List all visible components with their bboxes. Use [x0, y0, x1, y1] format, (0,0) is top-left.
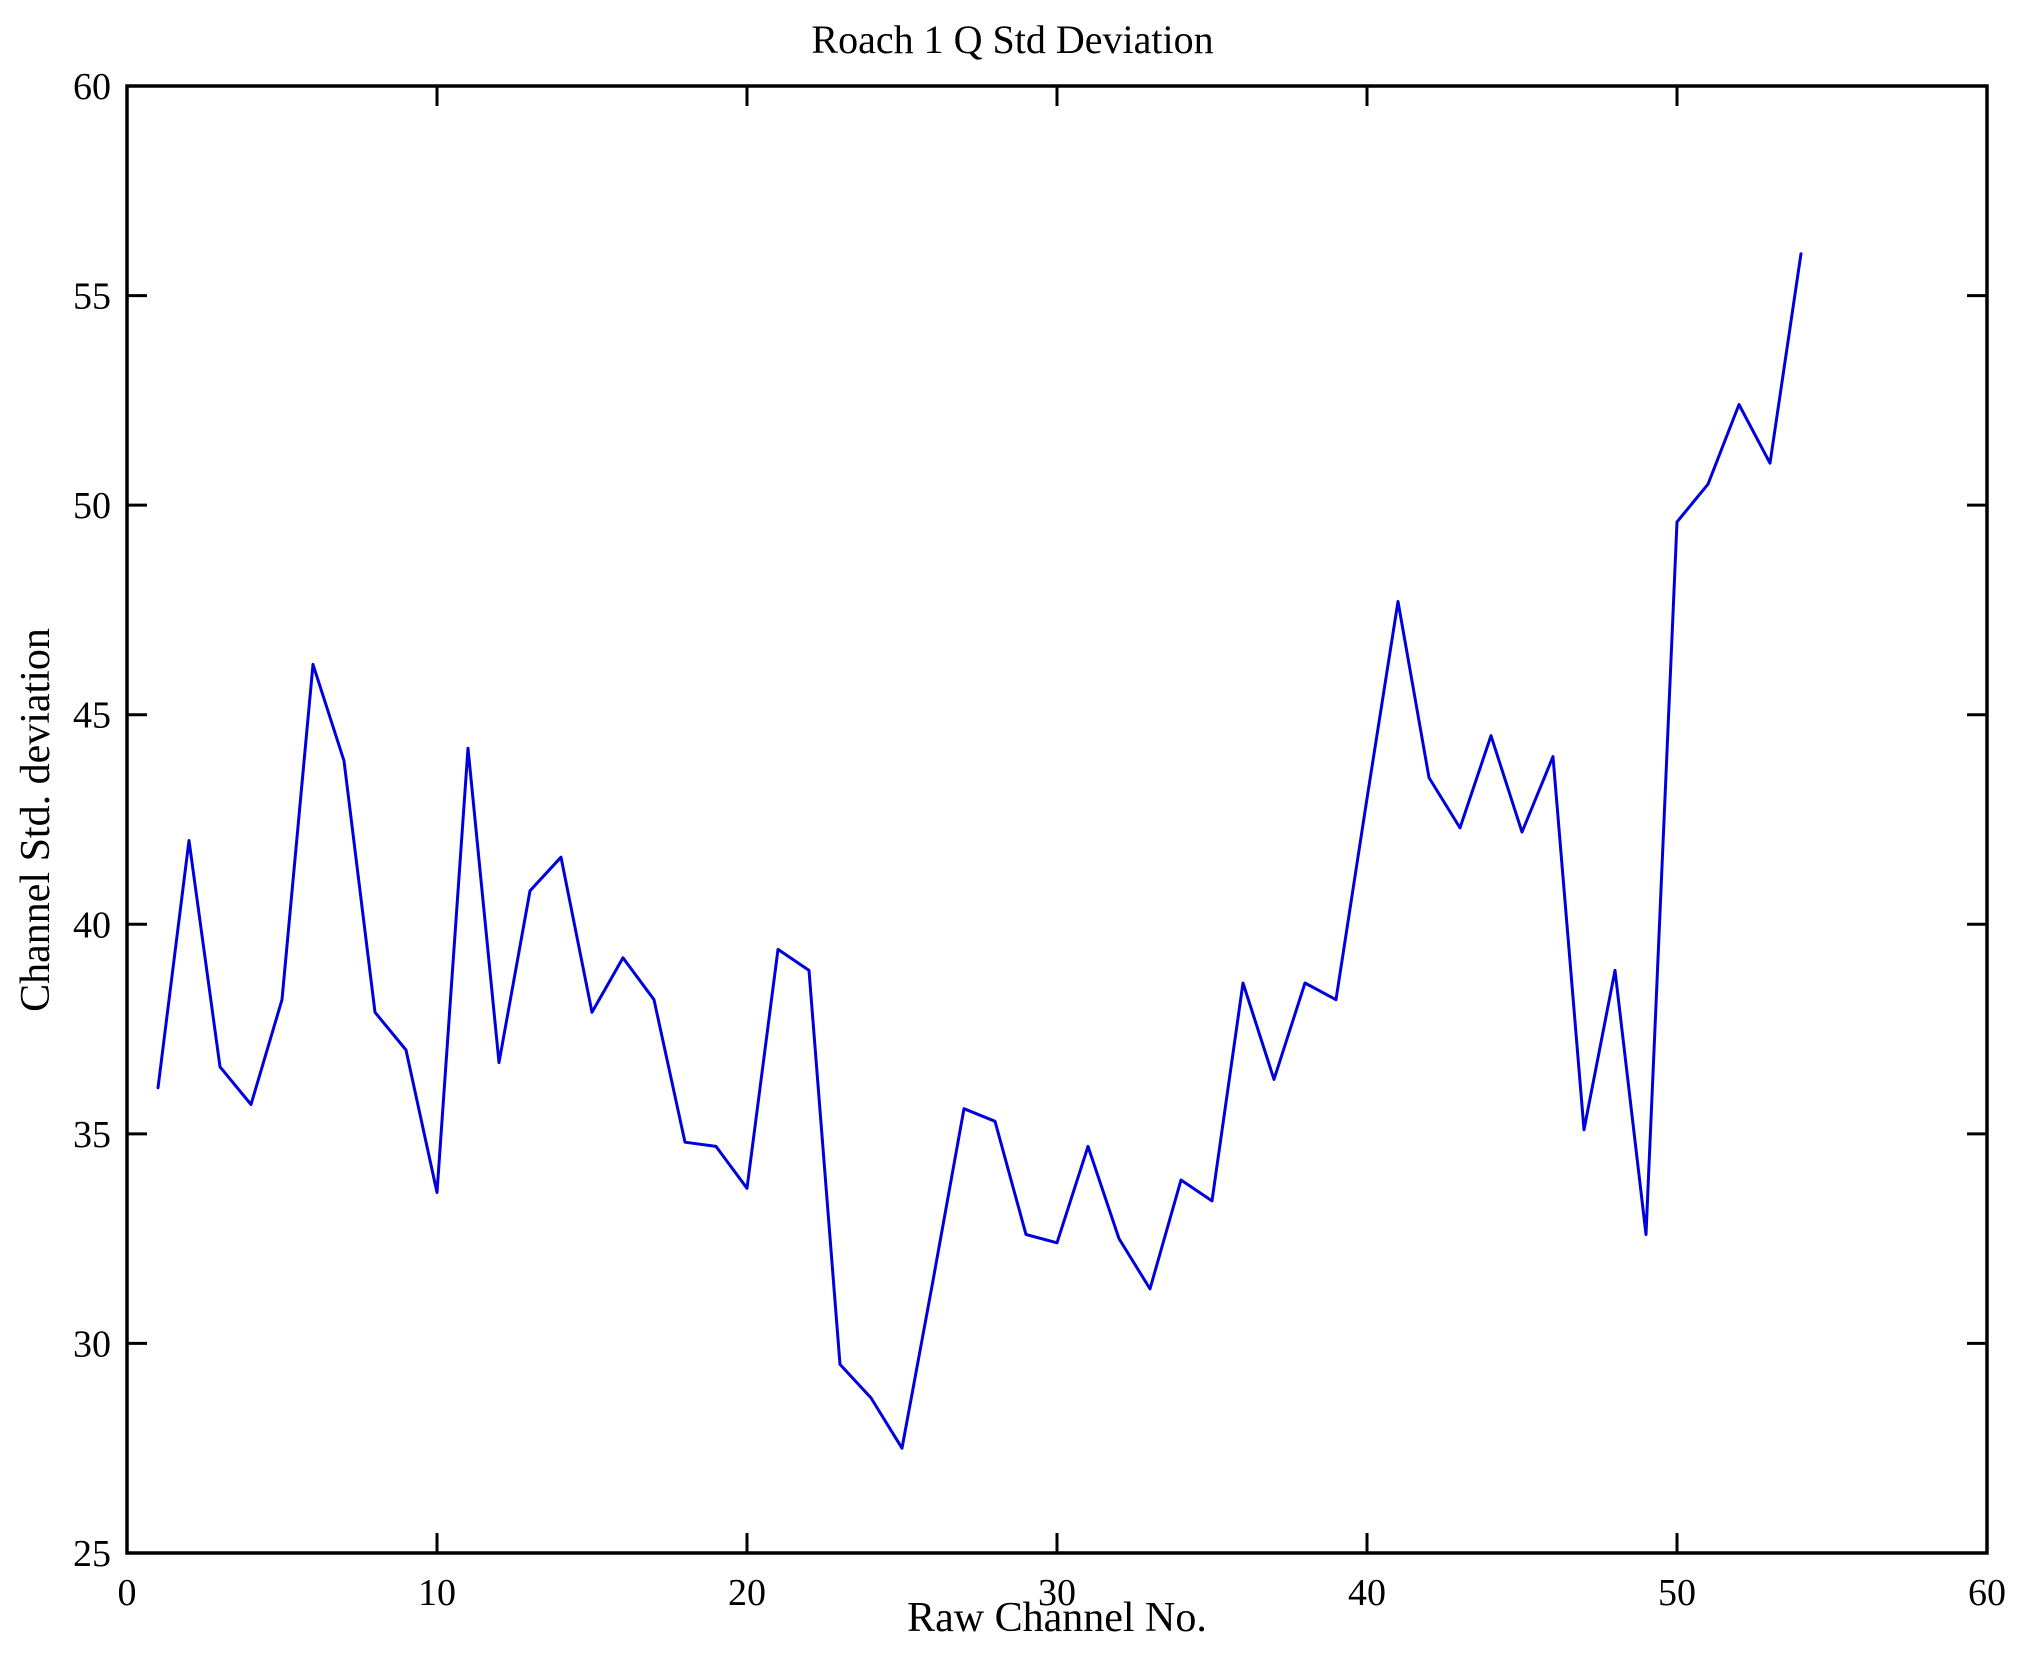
x-tick-label: 60: [1968, 1572, 2006, 1614]
y-tick-label: 50: [73, 485, 111, 527]
x-tick-label: 10: [418, 1572, 456, 1614]
x-tick-label: 20: [728, 1572, 766, 1614]
y-tick-label: 30: [73, 1323, 111, 1365]
x-tick-label: 50: [1658, 1572, 1696, 1614]
plot-box-frame: [125, 84, 1989, 1555]
y-tick-label: 45: [73, 695, 111, 737]
chart-title: Roach 1 Q Std Deviation: [811, 17, 1214, 62]
y-tick-label: 35: [73, 1114, 111, 1156]
y-tick-label: 25: [73, 1533, 111, 1575]
x-tick-label: 40: [1348, 1572, 1386, 1614]
y-tick-label: 55: [73, 276, 111, 318]
y-tick-label: 40: [73, 904, 111, 946]
data-series-line: [156, 252, 1803, 1450]
y-tick-label: 60: [73, 66, 111, 108]
x-tick-label: 30: [1038, 1572, 1076, 1614]
x-axis-label: Raw Channel No.: [907, 1595, 1207, 1641]
x-tick-label: 0: [118, 1572, 137, 1614]
y-axis-label: Channel Std. deviation: [13, 628, 59, 1012]
